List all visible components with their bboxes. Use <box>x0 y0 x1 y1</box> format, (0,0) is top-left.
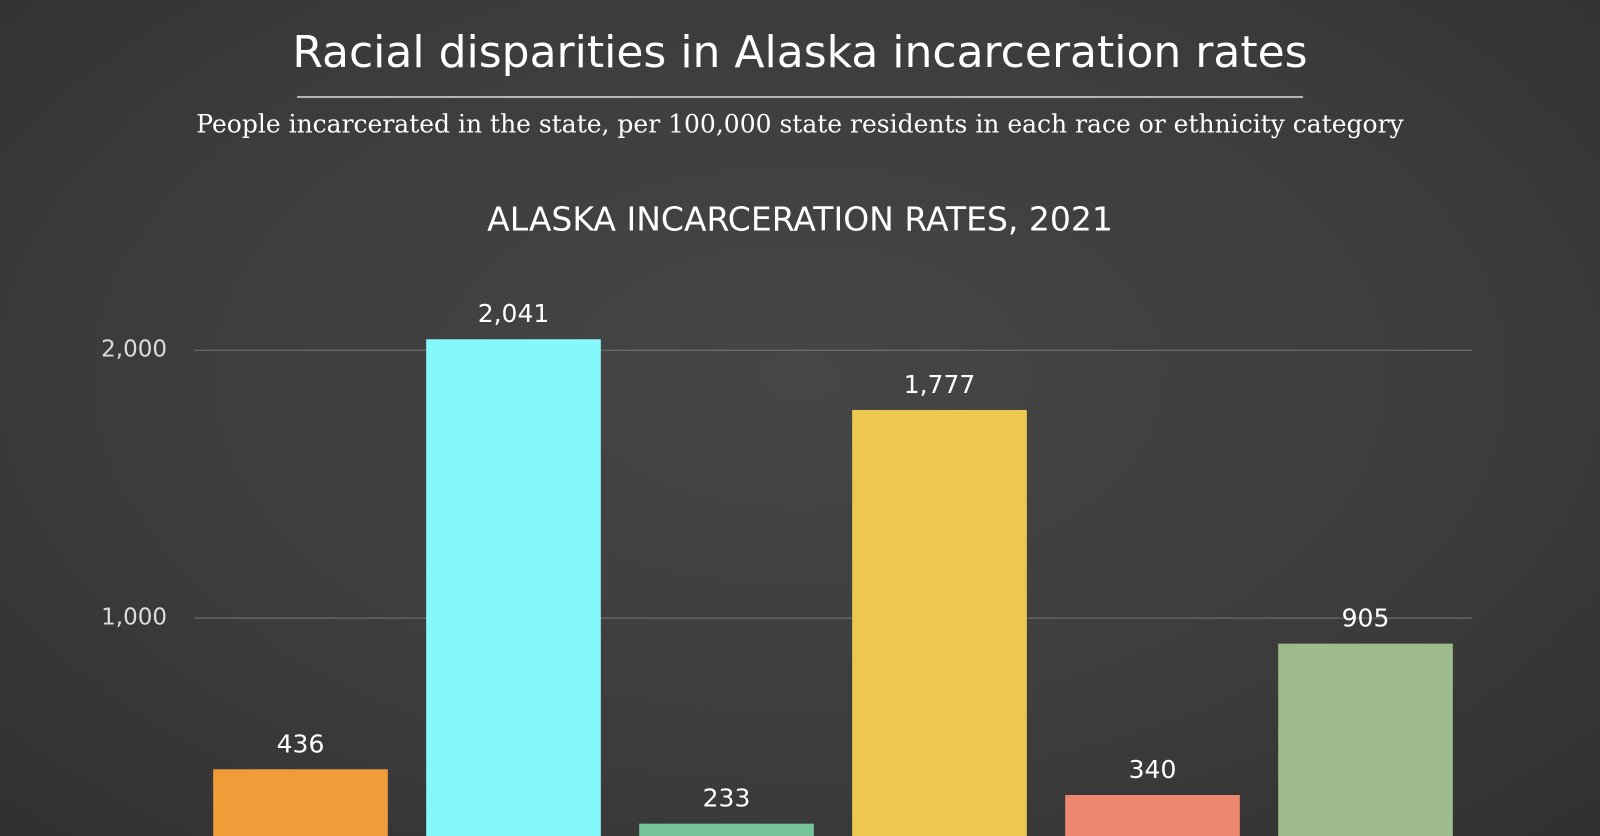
chart-title: Racial disparities in Alaska incarcerati… <box>292 27 1307 78</box>
value-label: 436 <box>277 729 325 758</box>
bar <box>852 409 1027 836</box>
value-label: 233 <box>703 784 751 813</box>
value-label: 2,041 <box>478 299 550 328</box>
y-tick-label: 1,000 <box>101 605 167 631</box>
value-label: 1,777 <box>904 370 976 399</box>
bar <box>639 823 814 836</box>
value-label: 340 <box>1129 755 1177 784</box>
bar <box>213 769 388 836</box>
bar <box>1065 795 1240 836</box>
value-label: 905 <box>1342 604 1390 633</box>
bar <box>426 339 601 836</box>
panel-title: ALASKA INCARCERATION RATES, 2021 <box>487 200 1113 239</box>
chart-subtitle: People incarcerated in the state, per 10… <box>196 110 1404 139</box>
bar <box>1278 643 1453 836</box>
y-tick-label: 2,000 <box>101 337 167 363</box>
